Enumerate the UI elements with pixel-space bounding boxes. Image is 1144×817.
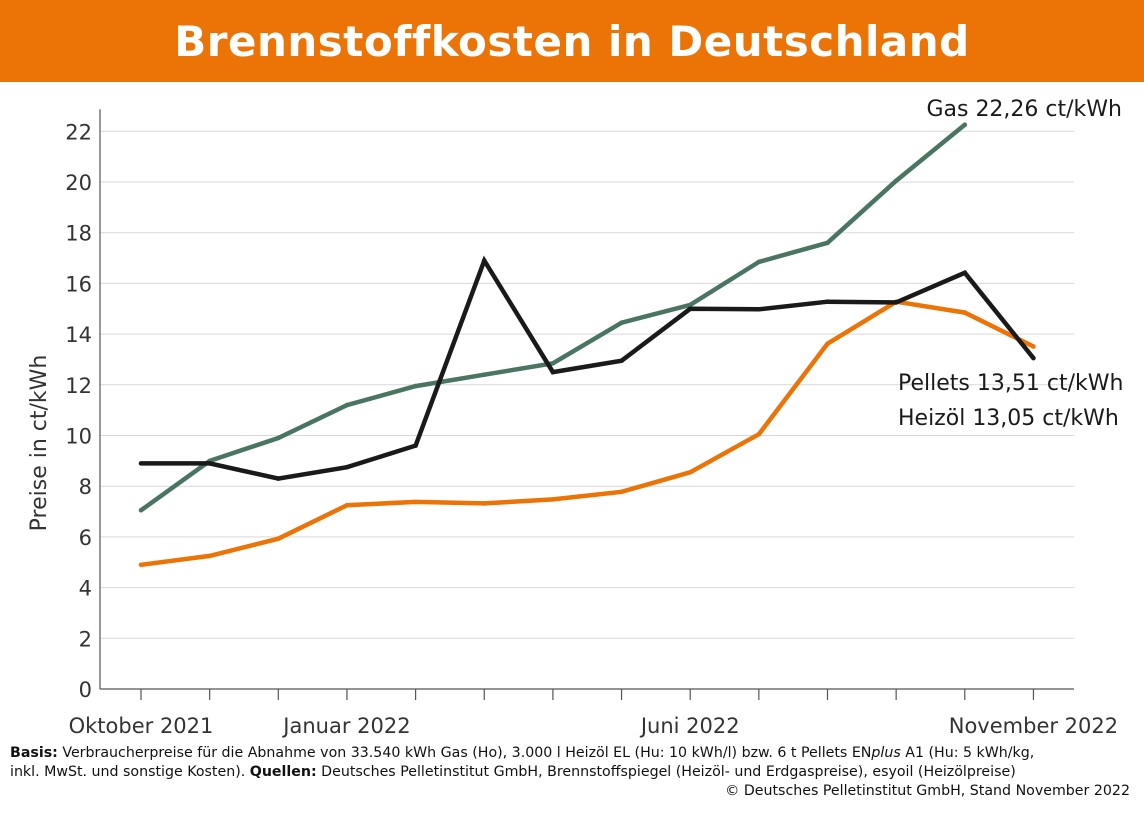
data-point — [344, 402, 350, 408]
title-banner: Brennstoffkosten in Deutschland — [0, 0, 1144, 82]
data-point — [1031, 355, 1036, 361]
data-point — [344, 464, 350, 470]
y-tick-label: 18 — [65, 222, 92, 246]
data-point — [962, 270, 968, 276]
quellen-text: Deutsches Pelletinstitut GmbH, Brennstof… — [316, 764, 1016, 780]
annotation-gas: Gas 22,26 ct/kWh — [926, 97, 1122, 122]
x-tick-label: Januar 2022 — [281, 714, 410, 738]
data-point — [207, 553, 212, 559]
y-tick-label: 8 — [79, 475, 92, 499]
data-point — [481, 501, 487, 506]
data-point — [825, 341, 830, 347]
y-tick-label: 4 — [79, 577, 92, 601]
series-line-pellets — [140, 299, 1035, 568]
basis-label: Basis: — [10, 745, 58, 761]
line2-text: inkl. MwSt. und sonstige Kosten). — [10, 764, 250, 780]
y-axis-label: Preise in ct/kWh — [27, 355, 52, 532]
y-tick-label: 0 — [79, 678, 92, 702]
data-point — [893, 300, 899, 305]
data-point — [756, 306, 762, 312]
series-line-gas — [139, 122, 967, 513]
data-point — [344, 502, 350, 508]
data-point — [619, 320, 624, 325]
data-point — [1031, 344, 1036, 349]
x-axis: Oktober 2021 Januar 2022 Juni 2022 November… — [69, 109, 1118, 738]
y-tick-label: 12 — [65, 374, 92, 398]
data-point — [962, 122, 968, 128]
data-point — [276, 476, 281, 481]
data-point — [756, 431, 762, 437]
data-point — [825, 299, 830, 304]
data-point — [550, 369, 556, 375]
data-point — [687, 306, 693, 312]
annotation-pellets: Pellets 13,51 ct/kWh — [898, 371, 1123, 396]
y-tick-label: 6 — [79, 526, 92, 550]
data-point — [413, 383, 418, 389]
x-tick-label: November 2022 — [949, 714, 1118, 738]
data-point — [687, 302, 693, 308]
footnote-line-1: Basis: Verbraucherpreise für die Abnahme… — [10, 744, 1130, 763]
data-point — [481, 258, 487, 263]
series-lines — [138, 122, 1036, 568]
data-point — [138, 562, 144, 568]
data-point — [619, 489, 624, 495]
grid-lines — [100, 130, 1074, 639]
data-point — [276, 536, 281, 541]
series-annotations: Gas 22,26 ct/kWh Pellets 13,51 ct/kWh Heiz… — [898, 97, 1123, 431]
data-point — [550, 497, 556, 502]
y-tick-label: 22 — [65, 120, 92, 144]
annotation-heizoel: Heizöl 13,05 ct/kWh — [898, 406, 1119, 431]
chart-title: Brennstoffkosten in Deutschland — [174, 16, 970, 66]
x-tick-label: Juni 2022 — [639, 714, 740, 738]
data-point — [893, 178, 899, 184]
line-chart: 0 2 4 6 8 10 12 14 16 18 20 22 Oktober 2021 Januar 2… — [27, 97, 1123, 738]
copyright: © Deutsches Pelletinstitut GmbH, Stand N… — [725, 783, 1130, 799]
y-tick-label: 16 — [65, 272, 92, 296]
data-point — [413, 443, 418, 448]
data-point — [756, 259, 762, 265]
y-tick-label: 14 — [65, 323, 92, 347]
data-point — [619, 358, 624, 364]
y-axis-ticks: 0 2 4 6 8 10 12 14 16 18 20 22 — [65, 120, 92, 702]
data-point — [138, 461, 144, 466]
data-point — [413, 499, 418, 505]
y-tick-label: 10 — [65, 425, 92, 449]
data-point — [550, 360, 556, 366]
x-tick-label: Oktober 2021 — [69, 714, 214, 738]
data-point — [207, 461, 212, 466]
data-point — [962, 310, 968, 315]
y-tick-label: 20 — [65, 171, 92, 195]
quellen-label: Quellen: — [249, 764, 317, 780]
footnote-line-2: inkl. MwSt. und sonstige Kosten). Quelle… — [10, 763, 1130, 782]
data-point — [825, 240, 830, 246]
data-point — [687, 469, 693, 475]
basis-text: Verbraucherpreise für die Abnahme von 33… — [57, 745, 872, 761]
basis-text-2: A1 (Hu: 5 kWh/kg, — [900, 745, 1035, 761]
data-point — [481, 372, 487, 377]
data-point — [138, 507, 144, 513]
series-line-heizoel — [141, 255, 1036, 481]
plus-text: plus — [871, 745, 901, 761]
y-tick-label: 2 — [79, 627, 92, 651]
data-point — [276, 435, 281, 441]
footnote: Basis: Verbraucherpreise für die Abnahme… — [10, 744, 1130, 801]
